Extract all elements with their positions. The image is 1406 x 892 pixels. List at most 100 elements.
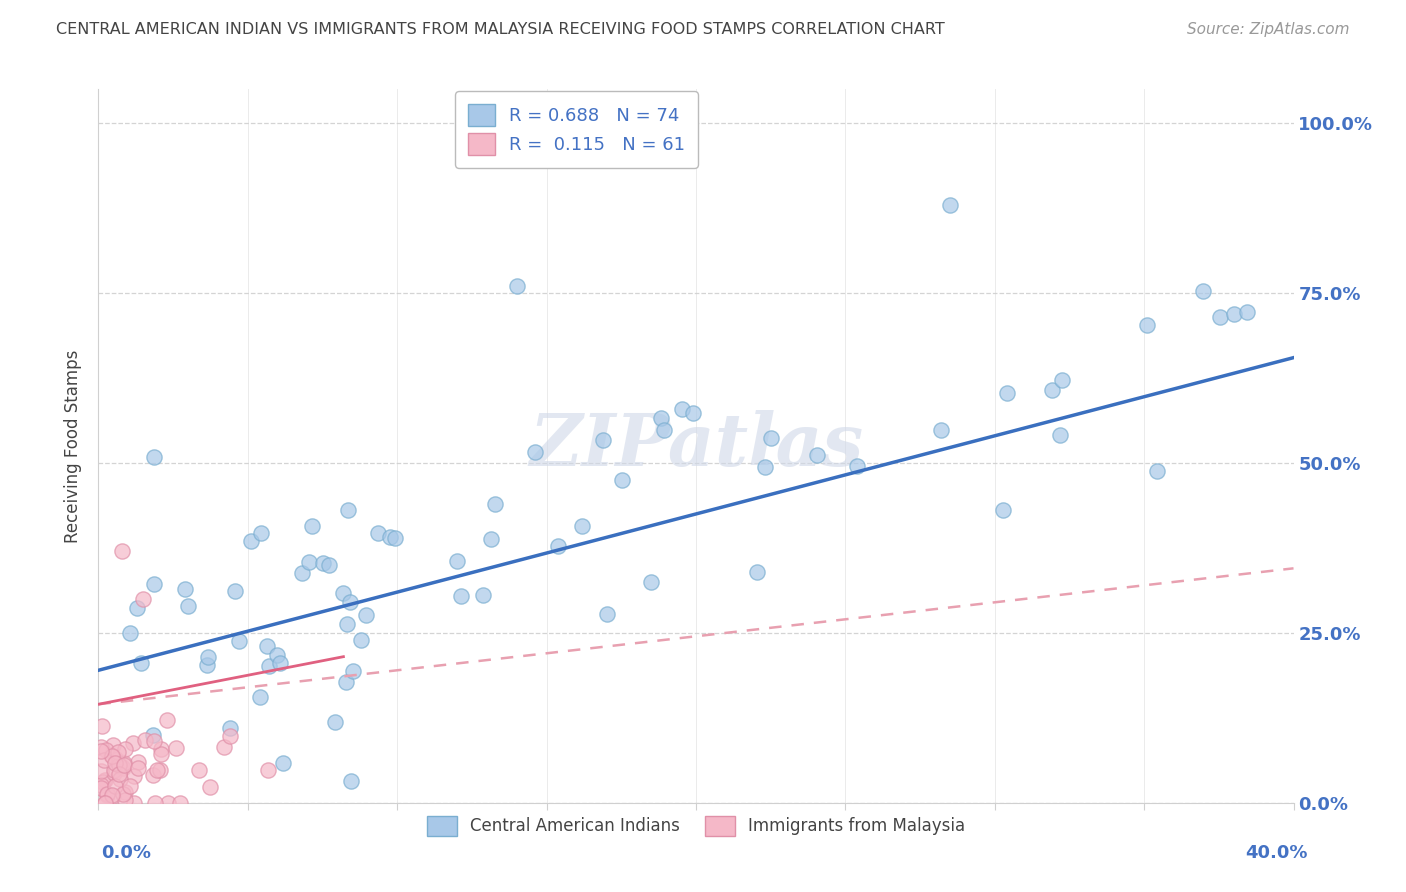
Point	[995, 386, 1018, 401]
Point	[350, 632, 373, 647]
Point	[129, 657, 152, 671]
Point	[269, 656, 291, 670]
Point	[367, 526, 389, 541]
Point	[259, 658, 281, 673]
Point	[146, 763, 169, 777]
Point	[188, 763, 211, 777]
Point	[652, 423, 675, 437]
Point	[142, 733, 165, 747]
Point	[1040, 384, 1063, 398]
Point	[759, 431, 782, 445]
Point	[165, 741, 187, 756]
Point	[806, 448, 828, 462]
Point	[640, 575, 662, 590]
Y-axis label: Receiving Food Stamps: Receiving Food Stamps	[65, 350, 83, 542]
Point	[671, 402, 693, 417]
Point	[125, 600, 148, 615]
Point	[132, 591, 155, 606]
Point	[96, 788, 118, 802]
Point	[90, 743, 112, 757]
Point	[1050, 373, 1073, 387]
Point	[114, 793, 136, 807]
Point	[1136, 318, 1159, 333]
Point	[94, 743, 117, 757]
Point	[754, 459, 776, 474]
Point	[101, 749, 124, 764]
Point	[101, 789, 124, 803]
Point	[1146, 464, 1168, 478]
Point	[122, 770, 145, 784]
Point	[120, 626, 142, 640]
Point	[339, 595, 361, 609]
Point	[91, 775, 114, 789]
Point	[336, 502, 359, 516]
Point	[354, 608, 377, 623]
Point	[111, 544, 134, 558]
Point	[195, 658, 218, 673]
Text: 40.0%: 40.0%	[1246, 844, 1308, 862]
Point	[214, 739, 236, 754]
Point	[114, 742, 136, 756]
Point	[650, 410, 672, 425]
Point	[90, 719, 112, 733]
Point	[523, 445, 546, 459]
Point	[547, 539, 569, 553]
Point	[271, 756, 294, 770]
Point	[239, 534, 262, 549]
Point	[929, 423, 952, 437]
Point	[169, 796, 191, 810]
Point	[446, 554, 468, 568]
Point	[112, 757, 135, 772]
Point	[342, 664, 364, 678]
Point	[93, 796, 115, 810]
Point	[1209, 310, 1232, 325]
Legend: Central American Indians, Immigrants from Malaysia: Central American Indians, Immigrants fro…	[419, 807, 973, 845]
Point	[256, 639, 278, 653]
Point	[298, 555, 321, 569]
Point	[134, 732, 156, 747]
Point	[110, 772, 132, 786]
Point	[127, 761, 149, 775]
Point	[571, 519, 593, 533]
Point	[142, 728, 165, 742]
Point	[108, 767, 131, 781]
Point	[845, 459, 868, 474]
Point	[90, 739, 112, 754]
Point	[745, 565, 768, 579]
Point	[103, 763, 125, 777]
Point	[312, 556, 335, 570]
Point	[93, 753, 115, 767]
Point	[100, 747, 122, 762]
Point	[90, 780, 112, 795]
Point	[110, 759, 132, 773]
Point	[336, 616, 359, 631]
Point	[90, 764, 112, 779]
Point	[1192, 284, 1215, 298]
Point	[266, 648, 288, 662]
Point	[224, 583, 246, 598]
Point	[318, 558, 340, 572]
Point	[104, 779, 127, 793]
Point	[256, 763, 278, 777]
Point	[100, 788, 122, 802]
Point	[249, 690, 271, 704]
Point	[197, 649, 219, 664]
Point	[149, 763, 172, 777]
Point	[103, 738, 125, 752]
Point	[150, 742, 173, 756]
Point	[991, 503, 1014, 517]
Point	[107, 758, 129, 772]
Point	[323, 714, 346, 729]
Point	[112, 761, 135, 775]
Point	[682, 406, 704, 420]
Point	[143, 796, 166, 810]
Point	[156, 713, 179, 727]
Point	[177, 599, 200, 614]
Point	[218, 722, 240, 736]
Point	[479, 533, 502, 547]
Point	[103, 765, 125, 780]
Point	[143, 450, 166, 465]
Point	[198, 780, 221, 794]
Point	[96, 787, 118, 801]
Point	[450, 589, 472, 603]
